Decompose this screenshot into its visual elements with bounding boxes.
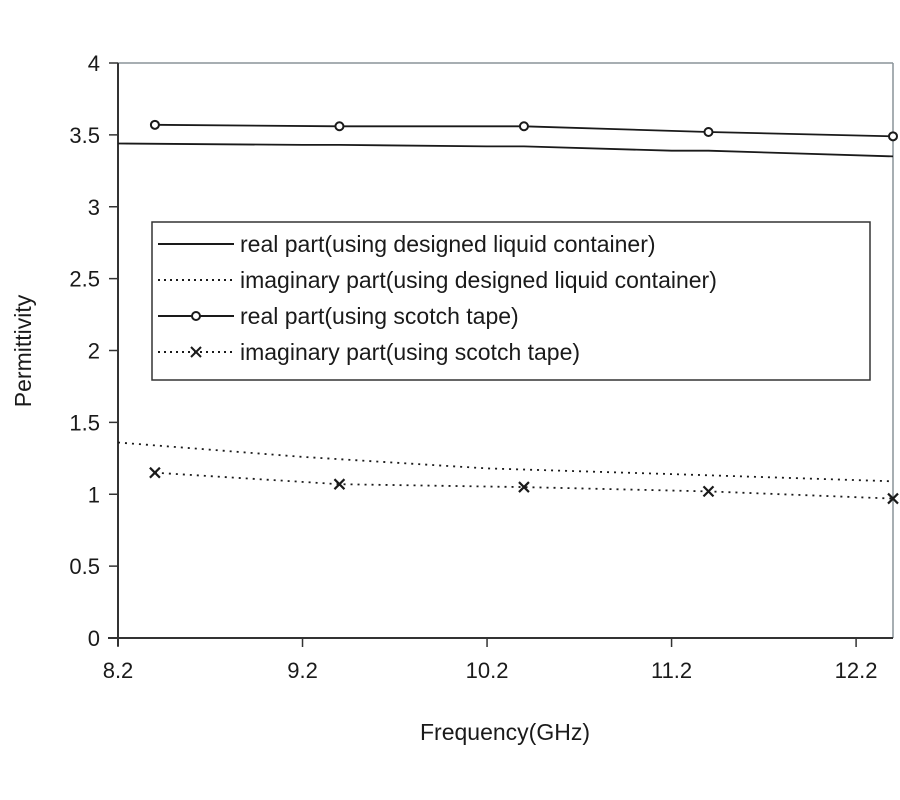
y-tick-label: 0 [88, 626, 100, 651]
y-tick-label: 2 [88, 339, 100, 364]
legend-label: real part(using scotch tape) [240, 303, 519, 329]
y-tick-label: 2.5 [69, 267, 100, 292]
y-tick-label: 1.5 [69, 410, 100, 435]
circle-marker [334, 121, 345, 132]
circle-marker [888, 131, 898, 142]
circle-marker-icon [191, 311, 201, 321]
circle-marker [703, 127, 714, 137]
y-tick-label: 0.5 [69, 554, 100, 579]
y-tick-label: 3 [88, 195, 100, 220]
x-marker [887, 492, 899, 505]
plot-frame [108, 62, 894, 646]
y-tick-label: 3.5 [69, 123, 100, 148]
legend-label: real part(using designed liquid containe… [240, 231, 656, 257]
x-tick-label: 9.2 [287, 658, 318, 683]
data-series [117, 119, 899, 505]
x-tick-label: 10.2 [466, 658, 509, 683]
legend-label: imaginary part(using designed liquid con… [240, 267, 717, 293]
legend-item-imag-liquid: imaginary part(using designed liquid con… [158, 267, 717, 293]
x-tick-label: 8.2 [103, 658, 134, 683]
legend-label: imaginary part(using scotch tape) [240, 339, 580, 365]
series-line-0 [117, 142, 894, 158]
legend-box [151, 221, 871, 381]
x-marker [702, 485, 715, 498]
legend-item-real-liquid: real part(using designed liquid containe… [158, 231, 656, 257]
x-axis: 8.2 9.2 10.2 11.2 12.2 [103, 638, 878, 683]
x-marker-icon [190, 346, 202, 358]
x-tick-label: 12.2 [835, 658, 878, 683]
x-tick-label: 11.2 [651, 658, 692, 683]
y-axis: 0 0.5 1 1.5 2 2.5 3 3.5 4 [69, 51, 118, 651]
x-marker [333, 478, 346, 490]
series-line-1 [117, 441, 894, 483]
y-axis-title: Permittivity [10, 294, 36, 407]
x-axis-title: Frequency(GHz) [420, 719, 590, 745]
x-marker [149, 466, 161, 479]
circle-marker [149, 119, 160, 130]
legend: real part(using designed liquid containe… [151, 221, 871, 381]
y-tick-label: 4 [88, 51, 100, 76]
circle-marker [518, 121, 529, 132]
x-marker [518, 481, 530, 493]
legend-item-imag-tape: imaginary part(using scotch tape) [158, 339, 580, 365]
legend-item-real-tape: real part(using scotch tape) [158, 303, 519, 329]
y-tick-label: 1 [88, 482, 100, 507]
